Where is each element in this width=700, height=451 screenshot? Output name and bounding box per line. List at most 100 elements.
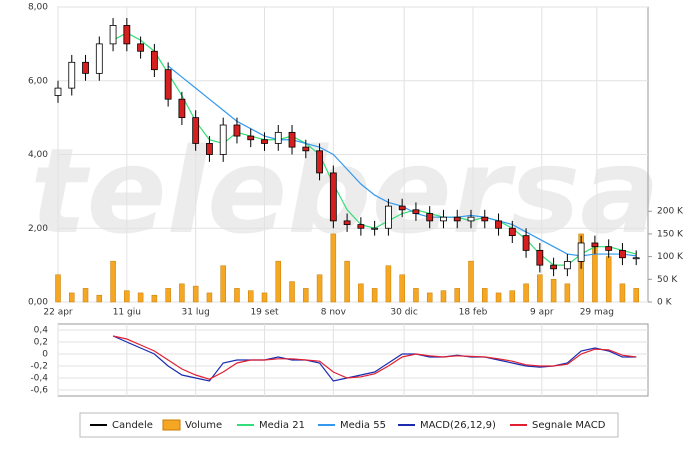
volume-bar bbox=[124, 290, 130, 303]
x-tick-label: 31 lug bbox=[182, 308, 210, 318]
y2-tick-label: 100 K bbox=[657, 252, 684, 262]
candle-body bbox=[206, 143, 213, 155]
volume-bar bbox=[426, 292, 433, 303]
legend-label: MACD(26,12,9) bbox=[420, 420, 496, 431]
candle-body bbox=[178, 98, 186, 119]
y-tick-label: -0,4 bbox=[30, 374, 48, 384]
series-line bbox=[112, 335, 637, 380]
volume-bar bbox=[261, 292, 268, 303]
y-tick-label: 8,00 bbox=[28, 3, 48, 13]
volume-bar bbox=[69, 292, 75, 303]
volume-bar bbox=[247, 290, 254, 303]
candle-body bbox=[357, 224, 365, 229]
volume-bar bbox=[482, 288, 488, 303]
candle-body bbox=[68, 61, 76, 89]
y-tick-label: -0,2 bbox=[30, 362, 48, 372]
volume-bar bbox=[454, 288, 460, 303]
x-tick-label: 19 set bbox=[250, 308, 279, 318]
volume-bar bbox=[633, 288, 639, 303]
candle-body bbox=[261, 139, 268, 144]
volume-bar bbox=[179, 283, 185, 303]
candle-body bbox=[54, 87, 62, 96]
candle-layer bbox=[54, 18, 640, 277]
y-tick-label: 6,00 bbox=[28, 76, 48, 86]
volume-bar bbox=[316, 274, 323, 303]
volume-bar bbox=[275, 260, 282, 303]
candle-body bbox=[563, 261, 571, 270]
candle-body bbox=[398, 205, 406, 211]
volume-bar bbox=[96, 294, 103, 303]
volume-bar bbox=[440, 290, 447, 303]
volume-bar bbox=[385, 265, 392, 303]
volume-bar bbox=[137, 292, 144, 303]
candle-body bbox=[481, 216, 489, 222]
candle-body bbox=[467, 216, 475, 222]
legend-label: Segnale MACD bbox=[532, 420, 606, 431]
volume-bar bbox=[399, 274, 405, 303]
candle-body bbox=[453, 216, 461, 222]
legend-label: Media 21 bbox=[259, 420, 305, 431]
candle-body bbox=[591, 242, 599, 248]
y2-tick-label: 0 K bbox=[657, 298, 673, 308]
y-tick-label: 0,4 bbox=[34, 326, 49, 336]
grid bbox=[57, 6, 648, 396]
candle-body bbox=[109, 25, 117, 45]
candle-body bbox=[233, 124, 241, 137]
candle-body bbox=[550, 264, 557, 270]
y-tick-label: 2,00 bbox=[28, 224, 48, 234]
candle-body bbox=[495, 220, 502, 229]
y-tick-label: 0,2 bbox=[34, 338, 48, 348]
volume-bar bbox=[82, 288, 89, 303]
x-tick-label: 29 mag bbox=[580, 308, 614, 318]
volume-bar bbox=[537, 274, 543, 303]
volume-bar bbox=[289, 281, 295, 303]
volume-bar bbox=[344, 260, 350, 303]
volume-bar bbox=[165, 288, 171, 303]
volume-bar bbox=[220, 265, 226, 303]
candle-body bbox=[508, 227, 516, 237]
candle-body bbox=[288, 131, 296, 148]
x-tick-label: 8 nov bbox=[321, 308, 347, 318]
volume-bar bbox=[234, 288, 240, 303]
candle-body bbox=[150, 50, 158, 71]
candle-body bbox=[137, 43, 145, 52]
candle-body bbox=[412, 209, 420, 214]
volume-bar bbox=[468, 260, 474, 303]
volume-bar bbox=[206, 292, 213, 303]
x-tick-label: 11 giu bbox=[113, 308, 141, 318]
watermark: telebersa bbox=[30, 122, 659, 260]
macd-pane bbox=[57, 323, 649, 397]
candle-body bbox=[329, 172, 337, 222]
candle-body bbox=[219, 124, 227, 155]
volume-bar bbox=[151, 294, 158, 303]
volume-bar bbox=[55, 274, 61, 303]
legend-label: Media 55 bbox=[340, 420, 386, 431]
y2-tick-label: 150 K bbox=[657, 229, 684, 239]
candle-body bbox=[605, 246, 613, 251]
volume-bar bbox=[564, 283, 571, 303]
candle-body bbox=[536, 249, 544, 266]
candle-body bbox=[123, 25, 131, 45]
volume-bar bbox=[550, 279, 557, 303]
x-tick-label: 18 feb bbox=[459, 308, 488, 318]
volume-bar bbox=[619, 283, 626, 303]
volume-bar bbox=[303, 288, 309, 303]
candle-body bbox=[247, 135, 255, 141]
volume-bar bbox=[110, 260, 116, 303]
y-tick-label: -0,6 bbox=[30, 386, 48, 396]
candle-body bbox=[384, 205, 392, 229]
volume-bar bbox=[523, 283, 529, 303]
y2-tick-label: 50 K bbox=[657, 275, 678, 285]
volume-bar bbox=[509, 290, 516, 303]
candle-body bbox=[522, 235, 530, 251]
x-tick-label: 30 dic bbox=[390, 308, 418, 318]
volume-bar bbox=[371, 288, 378, 303]
candle-body bbox=[426, 213, 434, 222]
y-tick-label: 0,00 bbox=[28, 298, 48, 308]
volume-bar bbox=[192, 285, 199, 303]
candle-body bbox=[82, 61, 89, 74]
volume-bar bbox=[330, 233, 337, 303]
legend-label: Candele bbox=[112, 420, 153, 431]
